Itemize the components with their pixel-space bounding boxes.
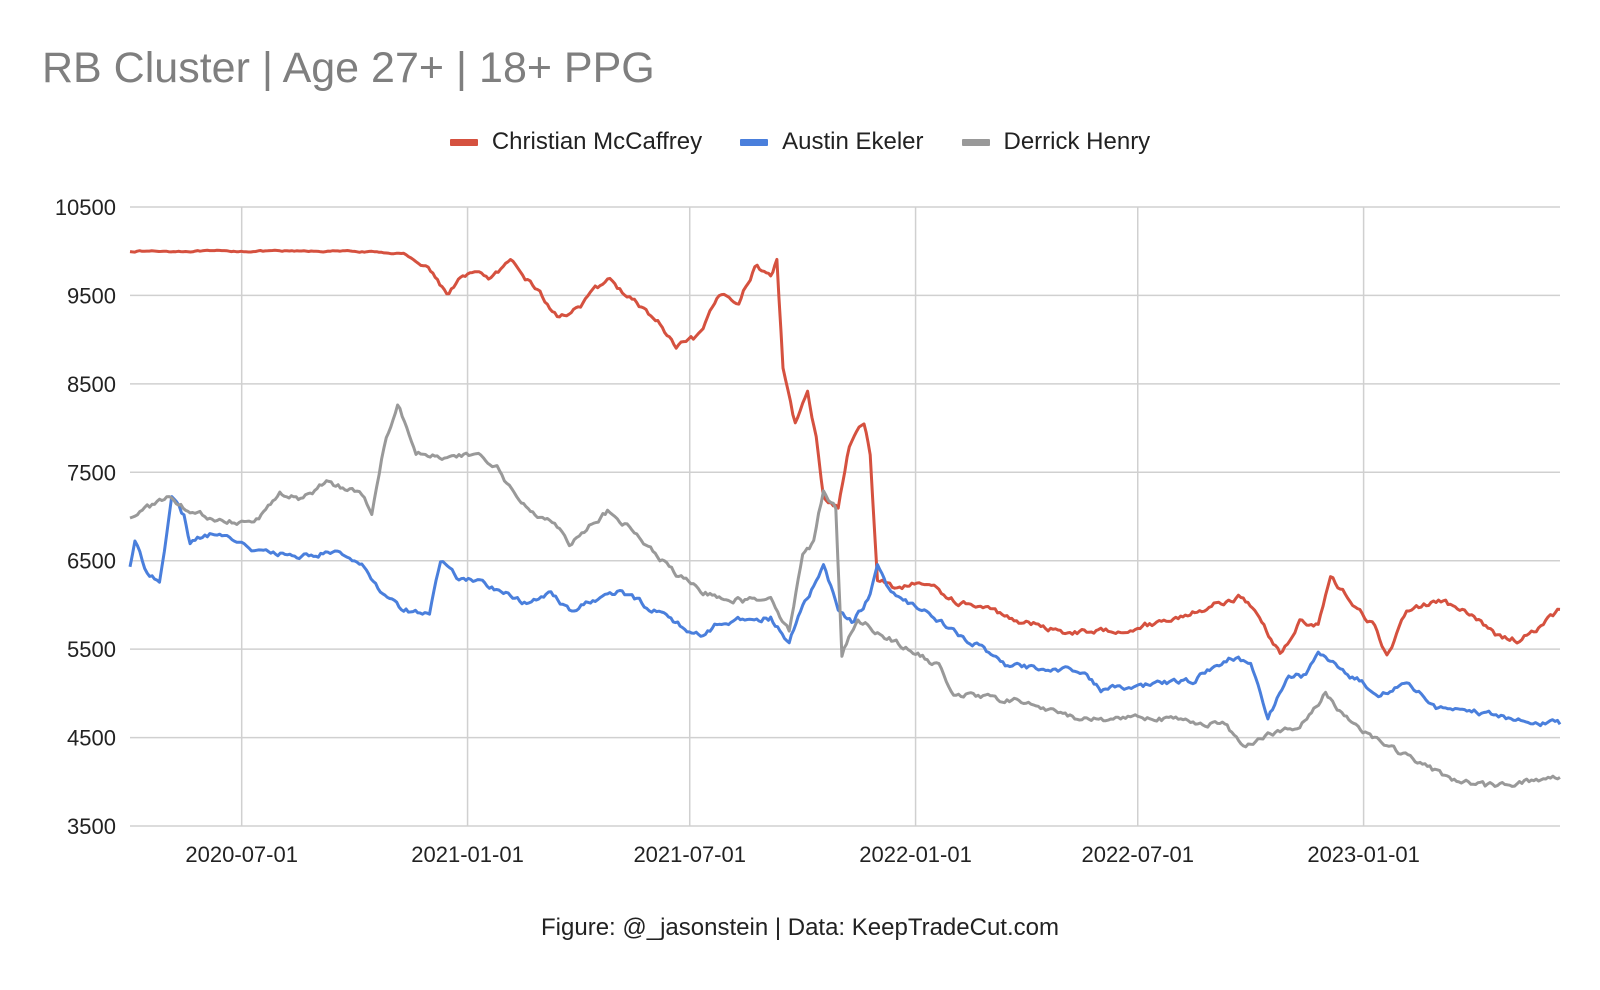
x-tick-label-2021-01-01: 2021-01-01 [411,842,524,867]
y-tick-label-3500: 3500 [67,814,116,839]
y-tick-label-8500: 8500 [67,372,116,397]
legend-swatch-mccaffrey [449,138,478,146]
chart-title: RB Cluster | Age 27+ | 18+ PPG [42,44,655,92]
x-tick-label-2020-07-01: 2020-07-01 [185,842,298,867]
y-tick-label-9500: 9500 [67,283,116,308]
y-tick-label-5500: 5500 [67,637,116,662]
legend-item-ekeler: Austin Ekeler [740,128,924,156]
series-line-austin-ekeler [128,495,1562,728]
x-tick-label-2022-01-01: 2022-01-01 [859,842,972,867]
legend-item-henry: Derrick Henry [961,128,1151,156]
legend: Christian McCaffrey Austin Ekeler Derric… [0,128,1600,156]
y-tick-label-7500: 7500 [67,460,116,485]
y-tick-label-6500: 6500 [67,549,116,574]
x-tick-label-2023-01-01: 2023-01-01 [1307,842,1420,867]
series-line-derrick-henry [129,403,1561,788]
legend-swatch-henry [961,138,990,146]
legend-label-henry: Derrick Henry [1003,128,1151,155]
legend-label-mccaffrey: Christian McCaffrey [491,128,703,155]
y-tick-label-4500: 4500 [67,726,116,751]
legend-label-ekeler: Austin Ekeler [782,128,924,155]
legend-item-mccaffrey: Christian McCaffrey [449,128,703,156]
figure-credit: Figure: @_jasonstein | Data: KeepTradeCu… [541,914,1059,941]
legend-swatch-ekeler [740,138,769,146]
x-tick-label-2021-07-01: 2021-07-01 [633,842,746,867]
y-tick-label-10500: 10500 [55,195,116,220]
series-line-christian-mccaffrey [129,248,1561,657]
x-tick-label-2022-07-01: 2022-07-01 [1081,842,1194,867]
